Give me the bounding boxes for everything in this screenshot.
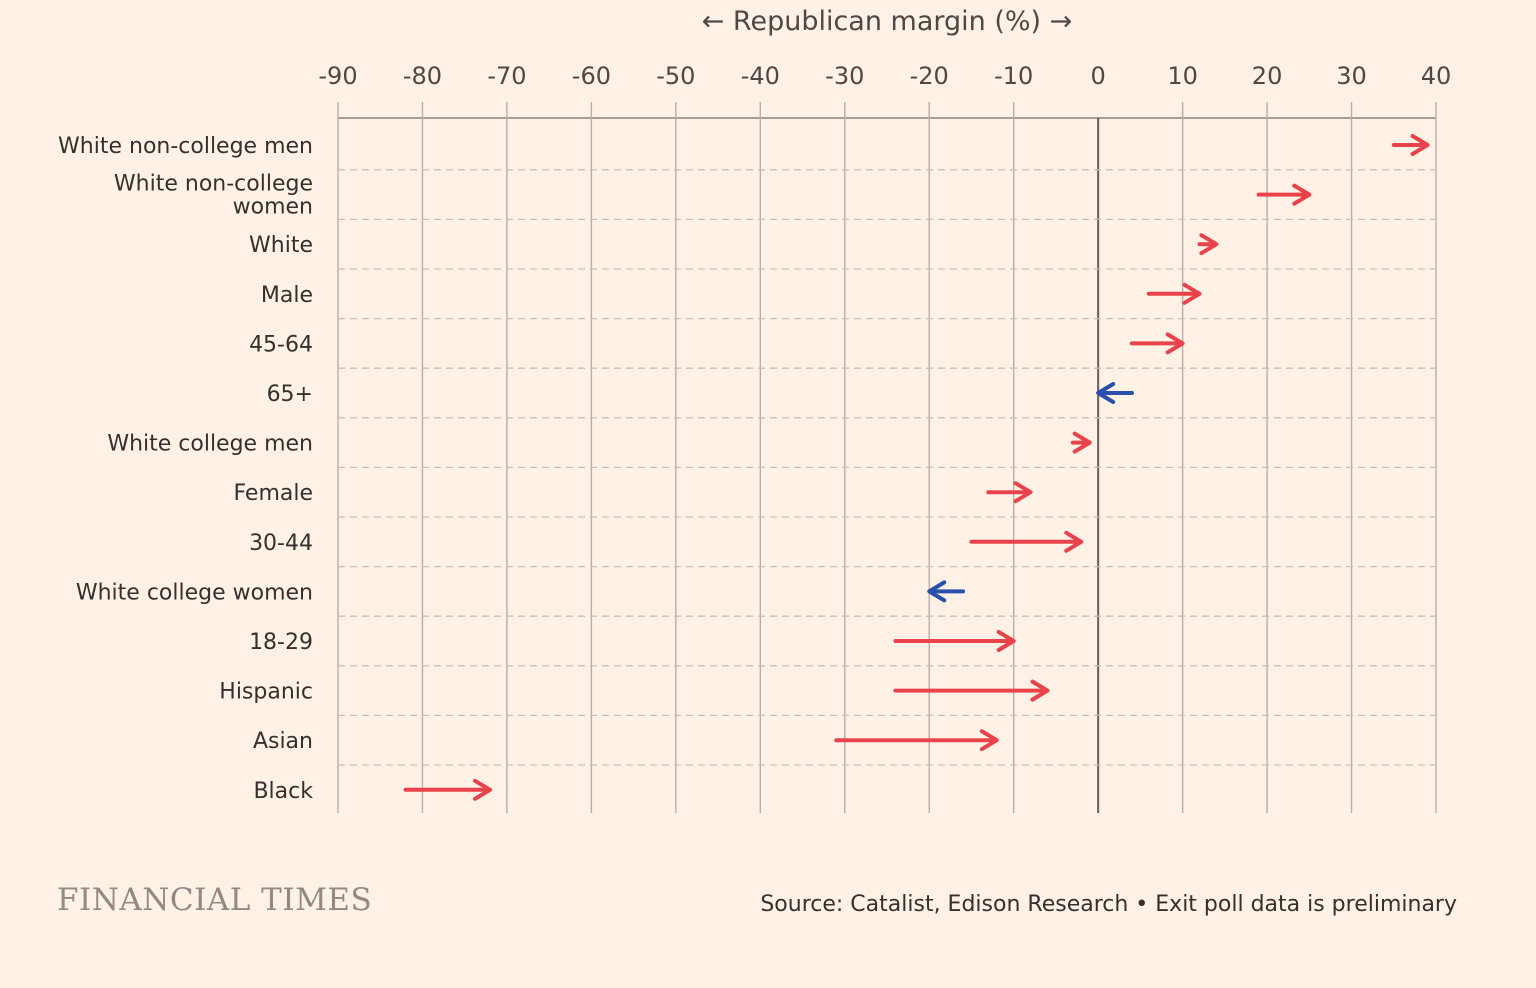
x-tick-label: -50 [656,62,695,90]
category-label: White college women [76,580,313,605]
category-label: 45-64 [249,332,313,357]
category-label-line: Black [253,779,313,804]
arrow-head [1165,332,1185,355]
source-note: Source: Catalist, Edison Research • Exit… [760,892,1457,917]
category-label-line: 30-44 [249,531,313,556]
category-label-line: Hispanic [219,680,313,705]
category-label: White non-college women [114,172,313,220]
category-label: White [249,233,313,258]
category-label-line: 45-64 [249,332,313,357]
arrow-head [1096,382,1116,404]
arrow-head [473,778,493,801]
x-tick-label: -70 [487,62,526,90]
arrows [403,134,1430,801]
category-label: 18-29 [249,630,313,655]
axis-title: ← Republican margin (%) → [702,6,1073,37]
category-label-line: White non-college men [58,134,313,159]
x-tick-label: 0 [1091,62,1106,90]
arrow-head [927,580,947,603]
x-tick-label: -40 [741,62,780,90]
category-labels: White non-college men White non-college wo… [58,134,313,804]
x-tick-label: -30 [825,62,864,90]
arrow-head [1199,233,1219,256]
category-label: Black [253,779,313,804]
x-tick-label: -80 [403,62,442,90]
x-tick-label: 30 [1336,62,1367,90]
arrow-head [1182,282,1202,305]
category-label-line: Female [233,481,313,506]
grid-lines [337,102,1437,813]
category-label: 30-44 [249,531,313,556]
category-label-line: women [233,195,313,220]
arrow-head [1030,679,1050,702]
arrow-head [1292,183,1312,206]
arrow-head [1064,530,1084,553]
category-label-line: White non-college [114,172,313,197]
category-label-line: 18-29 [249,630,313,655]
x-tick-label: 20 [1252,62,1283,90]
category-label-line: Asian [253,729,313,754]
category-label: Female [233,481,313,506]
brand-logo: FINANCIAL TIMES [57,882,372,918]
x-tick-label: -20 [910,62,949,90]
category-label: White non-college men [58,134,313,159]
x-tick-label: -90 [318,62,357,90]
x-tick-labels: -90 -80 -70 -60 -50 -40 -30 -20 -10 0 10 20 30 40 [318,62,1451,90]
category-label-line: White college women [76,580,313,605]
arrow-head [1013,481,1033,504]
category-label-line: White college men [107,432,313,457]
x-tick-label: -10 [994,62,1033,90]
category-label: Hispanic [219,680,313,705]
arrow-head [1072,431,1092,454]
x-tick-label: 10 [1167,62,1198,90]
x-tick-label: -60 [572,62,611,90]
arrow-head [979,729,999,752]
category-label: White college men [107,432,313,457]
category-label-line: Male [261,283,313,308]
x-tick-label: 40 [1421,62,1452,90]
category-label: Asian [253,729,313,754]
arrow-head [1410,134,1430,156]
category-label: Male [261,283,313,308]
category-label: 65+ [267,382,313,407]
category-label-line: 65+ [267,382,313,407]
category-label-line: White [249,233,313,258]
arrow-head [996,630,1016,652]
